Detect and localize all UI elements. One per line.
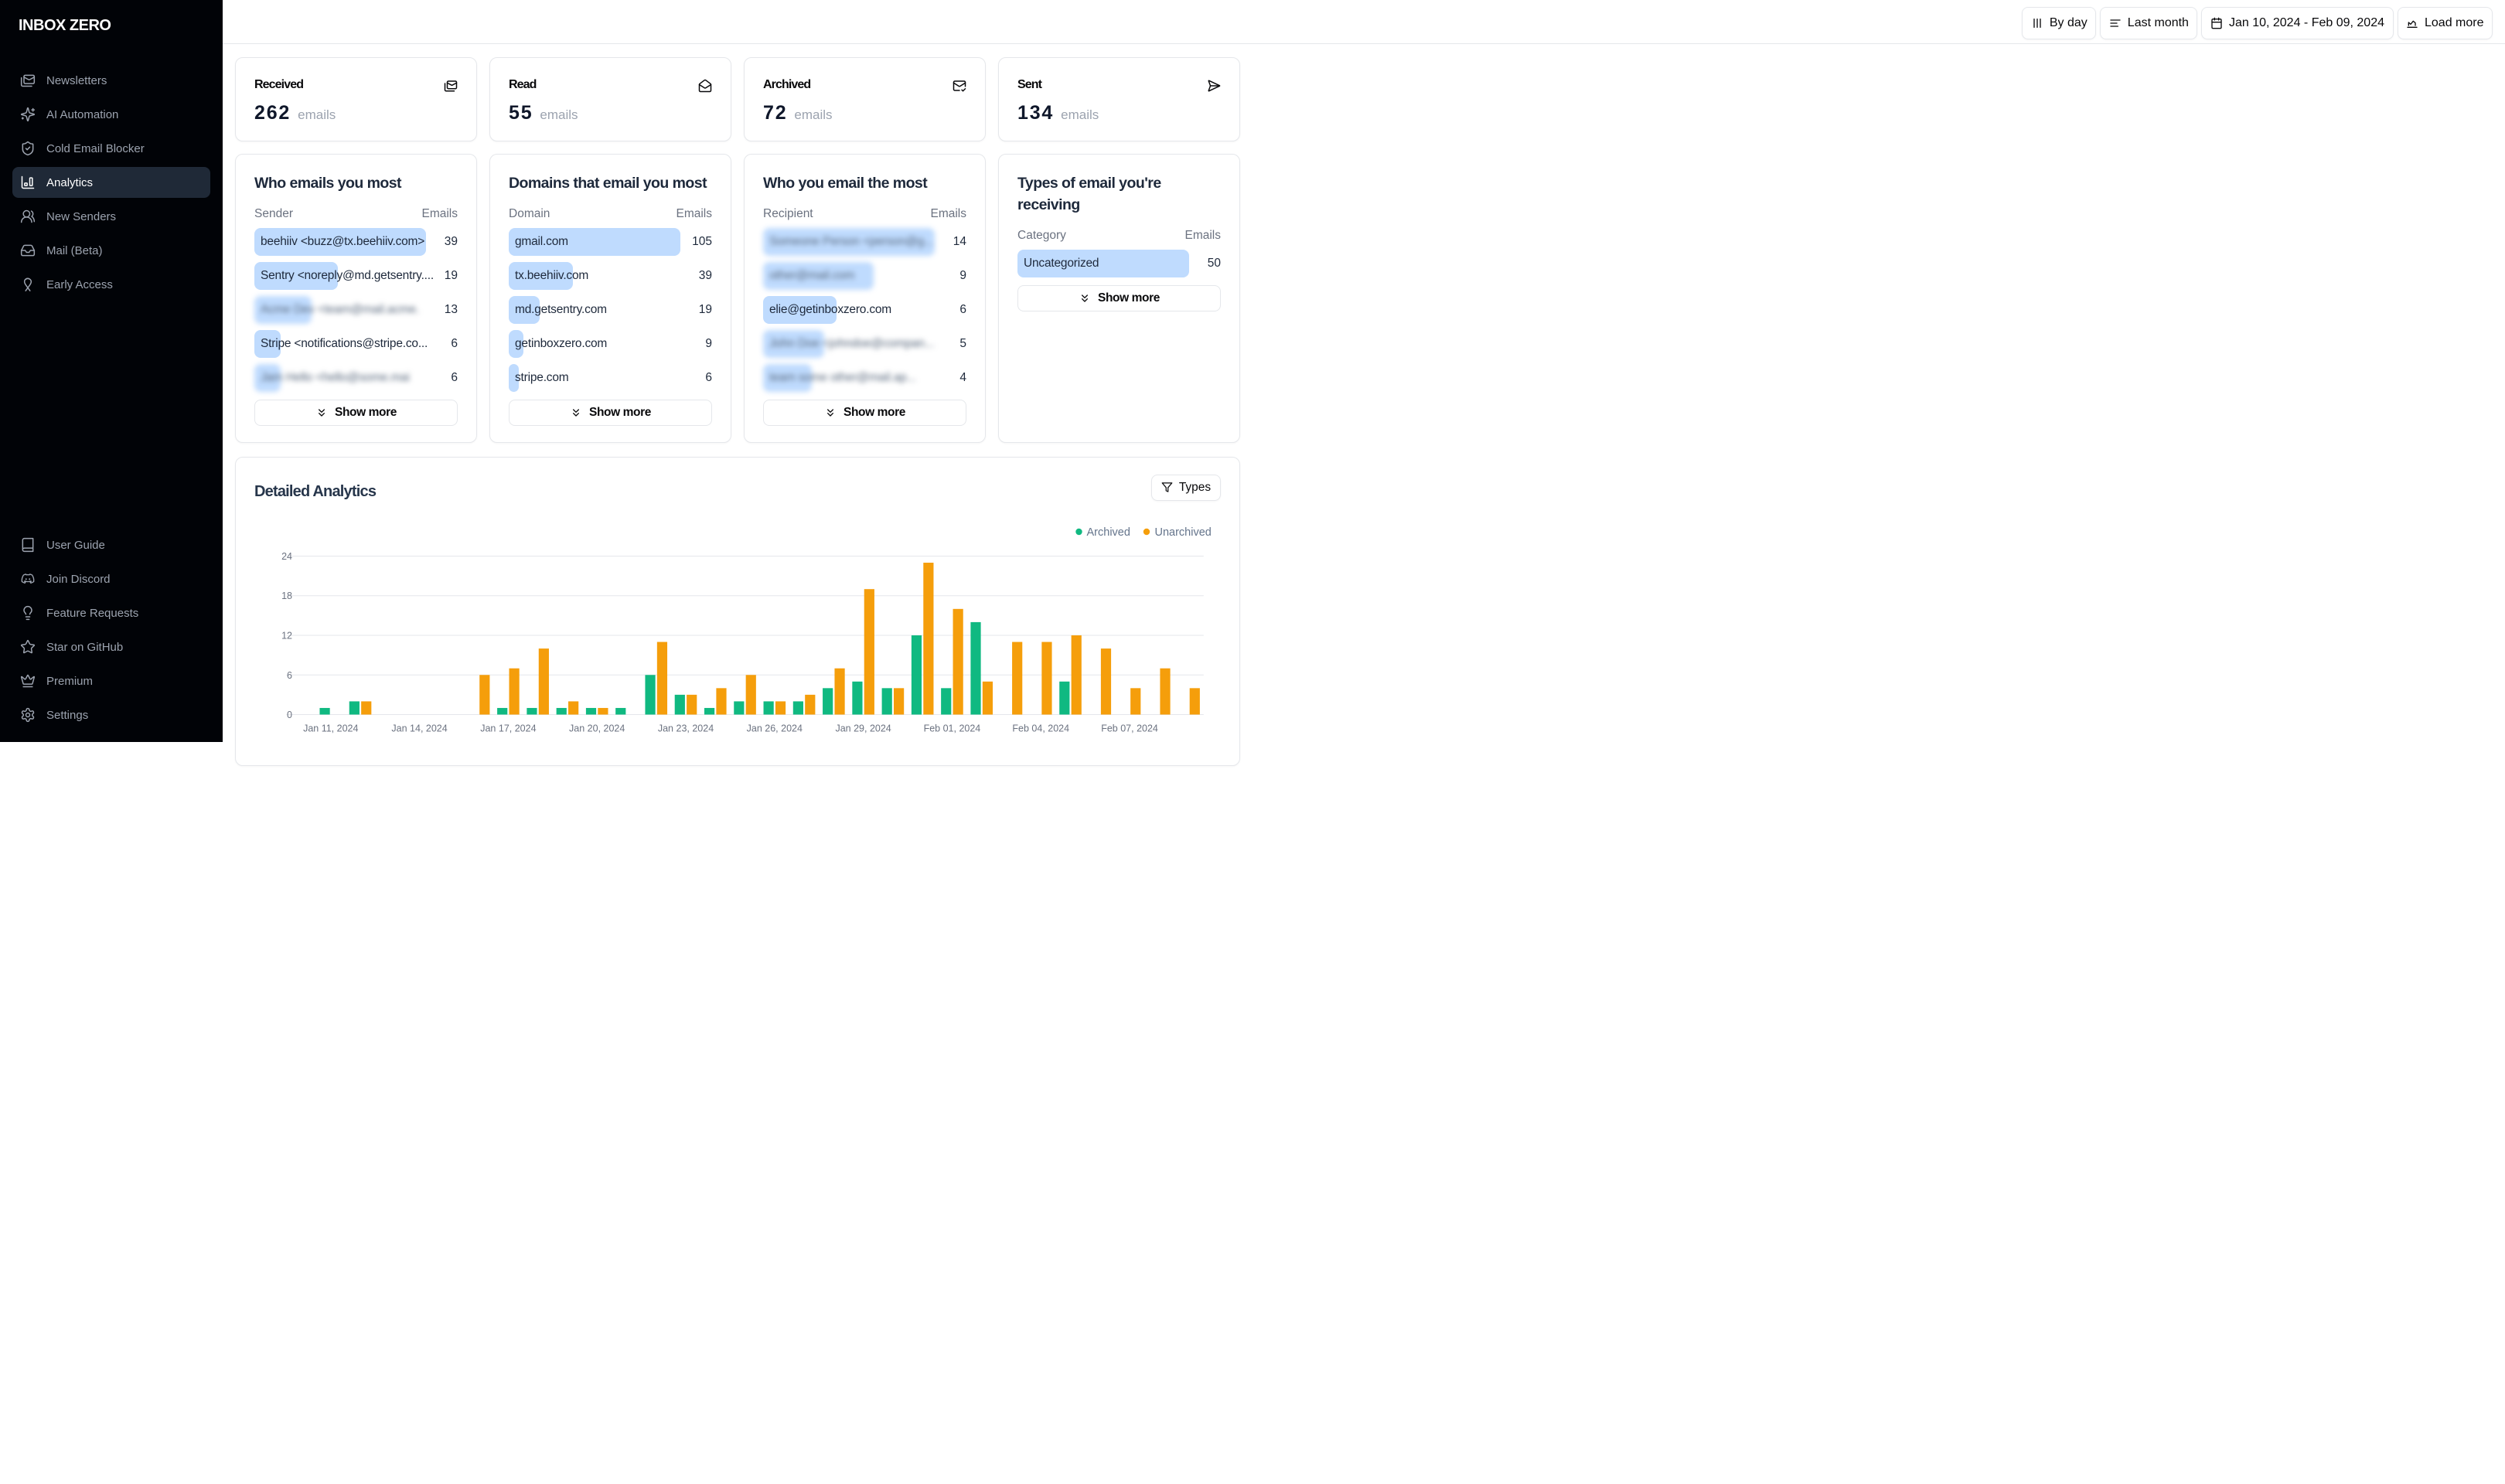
svg-text:Jan 17, 2024: Jan 17, 2024 — [480, 723, 536, 734]
svg-text:24: 24 — [281, 551, 292, 562]
svg-text:Jan 11, 2024: Jan 11, 2024 — [303, 723, 358, 734]
svg-text:Unarchived: Unarchived — [1155, 526, 1212, 539]
svg-text:Feb 07, 2024: Feb 07, 2024 — [1101, 723, 1158, 734]
svg-text:Jan 14, 2024: Jan 14, 2024 — [391, 723, 447, 734]
svg-text:0: 0 — [287, 710, 292, 720]
svg-text:6: 6 — [287, 670, 292, 681]
svg-text:Jan 20, 2024: Jan 20, 2024 — [569, 723, 625, 734]
svg-text:Feb 01, 2024: Feb 01, 2024 — [924, 723, 981, 734]
svg-text:Archived: Archived — [1087, 526, 1130, 539]
svg-text:Feb 04, 2024: Feb 04, 2024 — [1012, 723, 1069, 734]
svg-text:Jan 23, 2024: Jan 23, 2024 — [658, 723, 714, 734]
svg-text:18: 18 — [281, 591, 292, 601]
svg-text:Jan 29, 2024: Jan 29, 2024 — [835, 723, 891, 734]
svg-text:Jan 26, 2024: Jan 26, 2024 — [747, 723, 803, 734]
svg-text:12: 12 — [281, 631, 292, 642]
